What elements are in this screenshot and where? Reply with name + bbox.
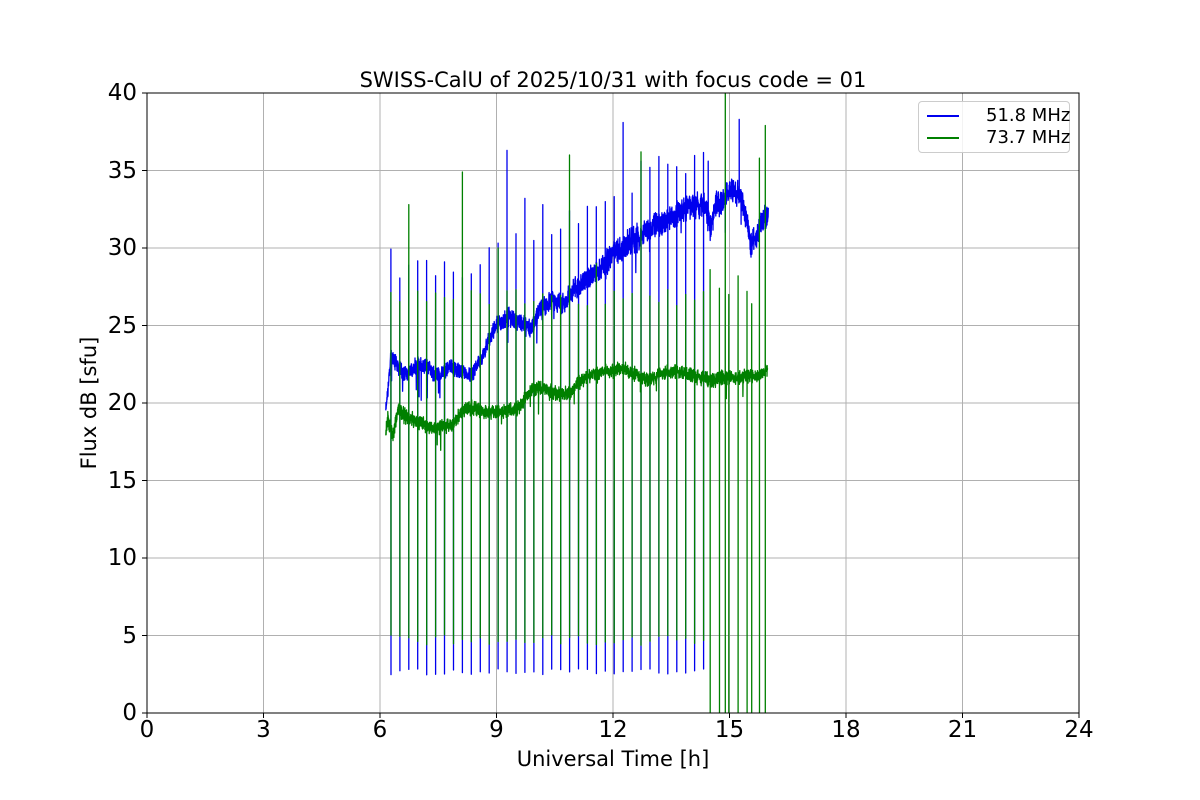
y-tick-label: 0: [122, 700, 137, 726]
series-line-51.8-MHz: [385, 118, 769, 676]
x-tick-label: 0: [139, 717, 155, 743]
y-tick-label: 5: [122, 622, 137, 649]
x-axis-label: Universal Time [h]: [516, 747, 710, 771]
legend-label: 73.7 MHz: [986, 127, 1071, 148]
legend-item: 51.8 MHz: [919, 105, 1071, 126]
legend-line-swatch-blue: [927, 115, 959, 117]
y-tick-label: 15: [107, 467, 137, 494]
x-tick-label: 24: [1064, 717, 1094, 743]
y-tick-label: 20: [107, 390, 137, 416]
y-tick-label: 40: [107, 80, 137, 106]
x-tick-label: 12: [598, 717, 628, 743]
legend-line-swatch-green: [927, 137, 959, 139]
x-tick-label: 21: [947, 717, 978, 743]
legend-label: 51.8 MHz: [986, 105, 1071, 126]
y-tick-label: 35: [107, 157, 137, 184]
x-tick-label: 3: [256, 717, 271, 743]
legend-item: 73.7 MHz: [919, 127, 1071, 148]
x-tick-label: 18: [831, 717, 861, 743]
y-tick-label: 30: [107, 235, 137, 261]
y-tick-label: 25: [107, 312, 137, 339]
y-tick-label: 10: [107, 545, 137, 571]
x-tick-label: 15: [714, 717, 745, 743]
chart-title: SWISS-CalU of 2025/10/31 with focus code…: [359, 68, 867, 92]
legend: 51.8 MHz 73.7 MHz: [918, 101, 1070, 153]
x-tick-label: 6: [372, 717, 388, 743]
series-line-73.7-MHz: [385, 93, 769, 713]
x-tick-label: 9: [489, 717, 504, 743]
